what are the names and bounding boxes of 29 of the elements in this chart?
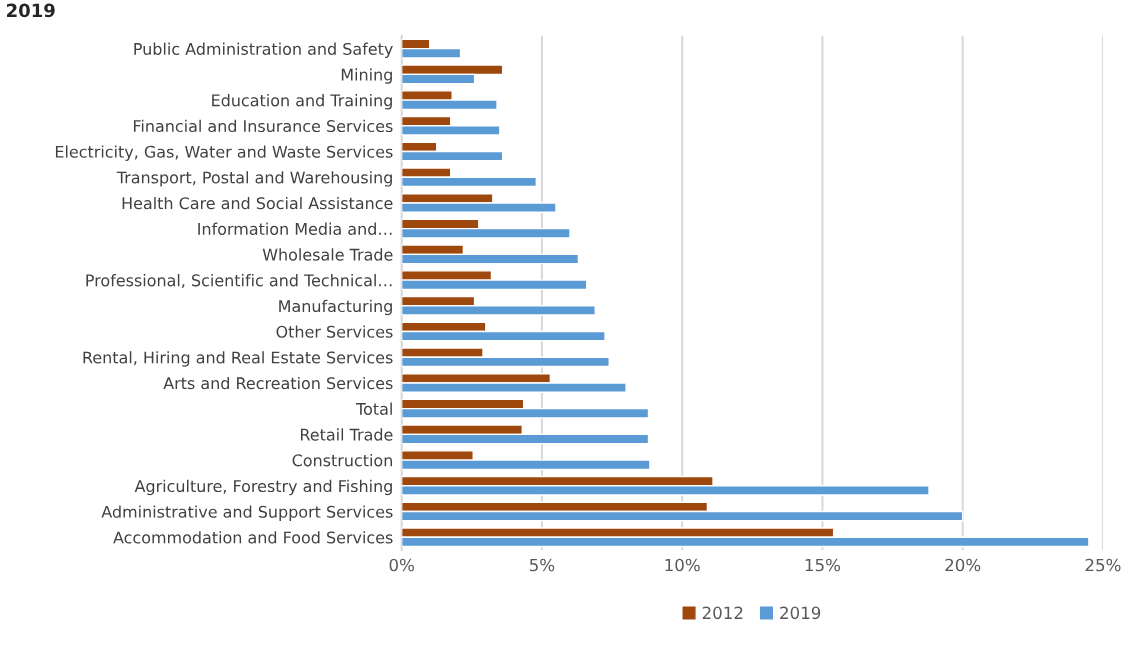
y-tick-label: Construction [292, 454, 392, 467]
y-tick-label: Retail Trade [300, 428, 393, 441]
y-tick-label: Accommodation and Food Services [113, 531, 393, 544]
legend-label: 2019 [780, 606, 821, 620]
x-tick-label: 15% [805, 558, 841, 572]
y-tick-label: Other Services [276, 325, 393, 338]
x-tick-label: 25% [1085, 558, 1121, 572]
y-tick-label: Mining [341, 68, 392, 84]
y-tick-label: Agriculture, Forestry and Fishing [134, 479, 392, 496]
text: 2019 [7, 3, 55, 18]
y-tick-label: Information Media and… [198, 222, 392, 235]
y-tick-label: Professional, Scientific and Technical… [86, 274, 392, 289]
y-tick-label: Education and Training [212, 94, 392, 110]
y-tick-label: Administrative and Support Services [101, 505, 393, 521]
x-tick-label: 20% [945, 558, 981, 572]
legend-label: 2012 [702, 606, 743, 620]
y-tick-label: Manufacturing [279, 299, 392, 316]
y-tick-label: Rental, Hiring and Real Estate Services [83, 351, 393, 367]
y-tick-label: Health Care and Social Assistance [122, 196, 393, 210]
y-tick-label: Wholesale Trade [262, 248, 393, 261]
y-tick-label: Transport, Postal and Warehousing [116, 171, 392, 187]
y-tick-label: Financial and Insurance Services [133, 119, 393, 133]
y-tick-label: Electricity, Gas, Water and Waste Services [55, 145, 393, 161]
x-tick-label: 5% [529, 558, 555, 572]
y-tick-label: Public Administration and Safety [134, 42, 393, 59]
x-tick-label: 10% [665, 558, 700, 572]
y-tick-label: Arts and Recreation Services [163, 376, 393, 390]
x-tick-label: 0% [389, 558, 414, 572]
y-tick-label: Total [356, 402, 392, 415]
